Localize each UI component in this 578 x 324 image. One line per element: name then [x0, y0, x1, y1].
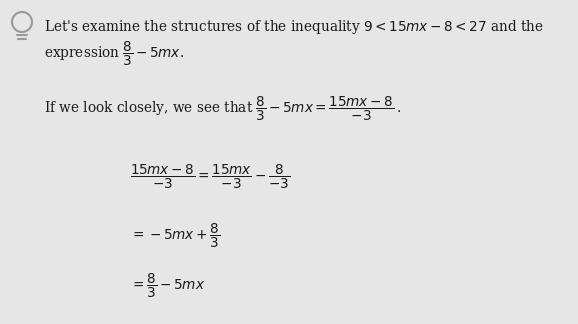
Text: If we look closely, we see that $\dfrac{8}{3} - 5mx = \dfrac{15mx - 8}{-3}\,.$: If we look closely, we see that $\dfrac{… [44, 95, 401, 123]
Text: $= -5mx + \dfrac{8}{3}$: $= -5mx + \dfrac{8}{3}$ [130, 222, 220, 250]
Text: $\dfrac{15mx - 8}{-3} = \dfrac{15mx}{-3} - \dfrac{8}{-3}$: $\dfrac{15mx - 8}{-3} = \dfrac{15mx}{-3}… [130, 163, 290, 191]
Text: Let's examine the structures of the inequality $9 < 15mx - 8 < 27$ and the: Let's examine the structures of the ineq… [44, 18, 544, 36]
Text: $= \dfrac{8}{3} - 5mx$: $= \dfrac{8}{3} - 5mx$ [130, 272, 205, 300]
Text: expression $\dfrac{8}{3} - 5mx$.: expression $\dfrac{8}{3} - 5mx$. [44, 40, 184, 68]
